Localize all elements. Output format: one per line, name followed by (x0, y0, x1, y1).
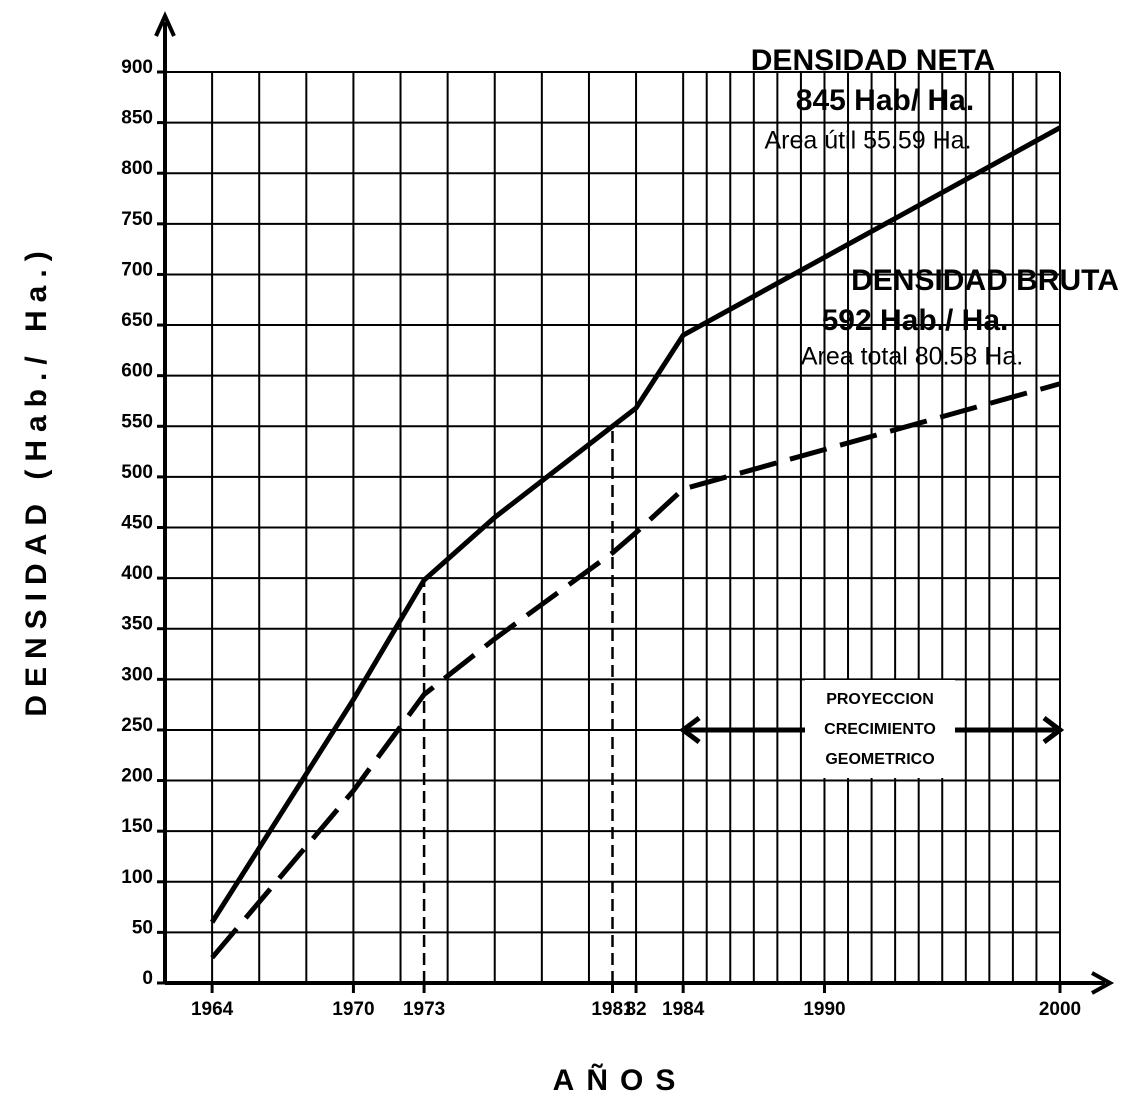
y-tick-label: 900 (121, 57, 153, 78)
annotation: GEOMETRICO (825, 751, 934, 768)
x-tick-label: 2000 (1039, 999, 1081, 1020)
x-axis-label: AÑOS (553, 1063, 688, 1097)
annotation: PROYECCION (826, 691, 934, 708)
annotation: Area útil 55.59 Ha. (764, 127, 971, 155)
x-tick-label: 82 (625, 999, 646, 1020)
x-tick-label: 1981 (591, 999, 634, 1020)
y-tick-label: 500 (121, 462, 153, 483)
y-tick-label: 600 (121, 361, 153, 382)
y-tick-label: 0 (142, 968, 153, 989)
y-tick-label: 750 (121, 209, 153, 230)
label-box (805, 680, 955, 778)
series-label: DENSIDAD BRUTA (851, 264, 1119, 297)
series-line (209, 125, 1062, 924)
annotation: 845 Hab/ Ha. (796, 84, 974, 117)
annotation: 592 Hab./ Ha. (822, 304, 1009, 337)
x-tick-label: 1970 (332, 999, 374, 1020)
y-tick-label: 50 (132, 917, 153, 938)
y-axis-label: DENSIDAD (Hab./ Ha.) (20, 243, 53, 716)
y-tick-label: 700 (121, 259, 153, 280)
arrow-head (1042, 716, 1065, 744)
y-tick-label: 800 (121, 158, 153, 179)
y-tick-label: 650 (121, 310, 153, 331)
series-label: DENSIDAD NETA (751, 44, 995, 77)
x-tick-label: 1973 (403, 999, 445, 1020)
y-axis-arrow (154, 11, 176, 37)
y-tick-label: 150 (121, 816, 153, 837)
annotation: Area total 80.58 Ha. (801, 343, 1023, 371)
y-tick-label: 250 (121, 715, 153, 736)
x-axis-arrow (1091, 971, 1115, 995)
x-tick-label: 1984 (662, 999, 705, 1020)
y-tick-label: 350 (121, 614, 153, 635)
arrow-head (678, 716, 701, 744)
annotation: CRECIMIENTO (824, 721, 936, 738)
y-tick-label: 450 (121, 513, 153, 534)
y-tick-label: 200 (121, 766, 153, 787)
y-tick-label: 550 (121, 411, 153, 432)
y-tick-label: 300 (121, 664, 153, 685)
y-tick-label: 400 (121, 563, 153, 584)
series-line (210, 381, 1061, 960)
y-tick-label: 850 (121, 108, 153, 129)
x-tick-label: 1964 (191, 999, 234, 1020)
y-tick-label: 100 (121, 867, 153, 888)
x-tick-label: 1990 (803, 999, 845, 1020)
